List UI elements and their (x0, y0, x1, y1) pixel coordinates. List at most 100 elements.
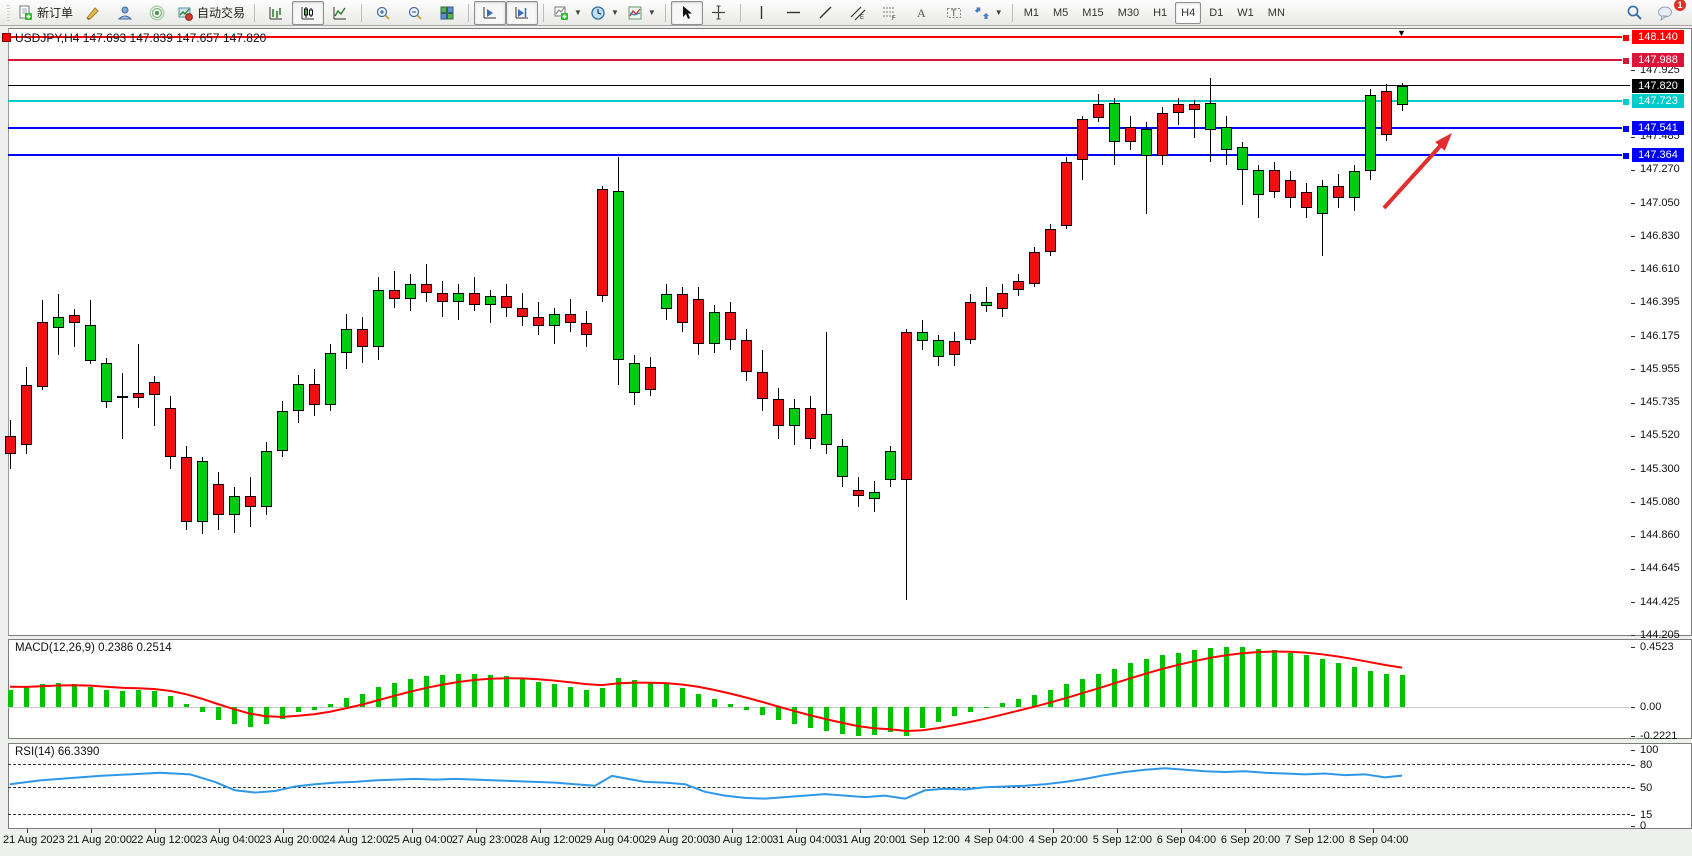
tf-button-m1[interactable]: M1 (1023, 6, 1039, 19)
toolbar-separator (543, 3, 545, 22)
x-axis-tick (91, 829, 93, 833)
main-chart-panel[interactable]: USDJPY,H4 147.693 147.839 147.657 147.82… (8, 28, 1692, 636)
line-chart-icon (333, 6, 347, 19)
arrows-tool-dropdown[interactable]: ▼ (970, 1, 1007, 25)
trendline-tool[interactable] (810, 1, 842, 25)
candlestick-icon (301, 6, 315, 19)
x-axis-label[interactable]: 23 Aug 20:00 (259, 834, 325, 846)
tf-button-m30[interactable]: M30 (1117, 6, 1140, 19)
horizontal-line-tool[interactable] (778, 1, 810, 25)
x-axis-label[interactable]: 29 Aug 04:00 (579, 834, 645, 846)
tf-button-m5[interactable]: M5 (1053, 6, 1069, 19)
line-chart-mode-button[interactable] (324, 1, 356, 25)
chart-shift-button[interactable] (474, 0, 507, 25)
chart-window: USDJPY,H4 147.693 147.839 147.657 147.82… (0, 26, 1692, 856)
x-axis-label[interactable]: 21 Aug 2023 (3, 834, 65, 846)
toolbar-separator (739, 3, 741, 22)
profile-icon (117, 6, 133, 19)
period-dropdown[interactable]: ▼ (586, 1, 623, 25)
x-axis-label[interactable]: 25 Aug 04:00 (387, 834, 453, 846)
autotrade-label: 自动交易 (197, 6, 246, 20)
indicators-dropdown[interactable]: ▼ (623, 1, 660, 25)
svg-text:A: A (917, 6, 926, 20)
tile-windows-button[interactable] (431, 1, 463, 25)
new-order-label: 新订单 (37, 6, 74, 20)
tf-button-d1[interactable]: D1 (1209, 6, 1224, 19)
x-axis-tick (475, 829, 477, 833)
x-axis-tick (411, 829, 413, 833)
autotrade-icon (178, 7, 193, 21)
x-axis-label[interactable]: 4 Sep 20:00 (1028, 834, 1088, 846)
tf-button-w1[interactable]: W1 (1237, 6, 1254, 19)
autotrade-button[interactable]: 自动交易 (173, 1, 249, 25)
x-axis-label[interactable]: 5 Sep 12:00 (1092, 834, 1153, 846)
horizontal-line-icon (787, 11, 801, 14)
notifications-button[interactable]: 1 (1650, 0, 1687, 25)
new-chart-dropdown[interactable]: ▼ (549, 1, 586, 25)
search-icon (1627, 5, 1642, 20)
notification-badge: 1 (1673, 0, 1687, 12)
dropdown-caret: ▼ (574, 8, 582, 17)
clock-icon (591, 5, 605, 20)
dropdown-caret: ▼ (610, 8, 619, 17)
x-axis-tick (1373, 829, 1375, 833)
vertical-line-tool[interactable] (746, 1, 778, 25)
tf-button-h4[interactable]: H4 (1175, 1, 1202, 24)
x-axis-label[interactable]: 4 Sep 04:00 (964, 834, 1024, 846)
crayon-icon (86, 6, 99, 20)
new-order-button[interactable]: 新订单 (13, 1, 77, 25)
vertical-line-icon (761, 6, 763, 19)
auto-scroll-button[interactable] (506, 0, 539, 25)
channel-tool[interactable]: E (842, 1, 874, 25)
x-axis-label[interactable]: 24 Aug 12:00 (323, 834, 389, 846)
tf-button-m15[interactable]: M15 (1082, 6, 1104, 19)
market-watch-button[interactable] (109, 1, 141, 25)
bar-chart-icon (269, 6, 283, 19)
toolbar-separator (1011, 3, 1013, 22)
chat-bubble-icon (1658, 6, 1672, 21)
x-axis-label[interactable]: 8 Sep 04:00 (1349, 834, 1409, 846)
x-axis-tick (27, 829, 28, 833)
x-axis-label[interactable]: 21 Aug 20:00 (67, 834, 132, 846)
x-axis-tick (668, 829, 669, 833)
text-tool[interactable]: A (906, 1, 938, 25)
x-axis-label[interactable]: 31 Aug 20:00 (836, 834, 902, 846)
marker-tool-button[interactable] (77, 1, 109, 25)
x-axis-label[interactable]: 1 Sep 12:00 (900, 834, 960, 846)
main-toolbar: 新订单 自动交易 (0, 0, 1692, 26)
text-label-icon: T (946, 7, 961, 18)
x-axis-label[interactable]: 28 Aug 12:00 (515, 834, 581, 846)
svg-text:T: T (951, 8, 957, 18)
x-axis-label[interactable]: 22 Aug 12:00 (131, 834, 197, 846)
x-axis-label[interactable]: 29 Aug 20:00 (644, 834, 709, 846)
tf-button-mn[interactable]: MN (1267, 6, 1285, 19)
search-button[interactable] (1618, 1, 1650, 25)
x-axis-label[interactable]: 23 Aug 04:00 (195, 834, 261, 846)
x-axis-label[interactable]: 6 Sep 04:00 (1156, 834, 1217, 846)
candlestick-mode-button[interactable] (292, 0, 325, 25)
crosshair-tool-button[interactable] (703, 1, 735, 25)
text-label-tool[interactable]: T (938, 1, 970, 25)
tf-button-h1[interactable]: H1 (1153, 6, 1168, 19)
bar-chart-mode-button[interactable] (260, 1, 292, 25)
zoom-out-icon (408, 6, 422, 20)
arrows-shapes-icon (974, 7, 989, 19)
dropdown-caret: ▼ (994, 8, 1003, 17)
x-axis-label[interactable]: 7 Sep 12:00 (1285, 834, 1345, 846)
x-axis-label[interactable]: 30 Aug 12:00 (708, 834, 773, 846)
trendline-icon (819, 6, 832, 19)
signal-button[interactable] (141, 1, 173, 25)
x-axis-label[interactable]: 6 Sep 20:00 (1220, 834, 1281, 846)
x-axis-tick (219, 829, 221, 833)
channel-icon: E (850, 6, 866, 21)
zoom-out-button[interactable] (399, 1, 431, 25)
rsi-panel[interactable]: RSI(14) 66.3390 (8, 743, 1692, 829)
zoom-in-button[interactable] (367, 1, 399, 25)
x-axis-label[interactable]: 27 Aug 23:00 (451, 834, 517, 846)
toolbar-separator (468, 3, 470, 22)
x-axis-tick (1052, 829, 1054, 833)
cursor-tool-button[interactable] (670, 0, 703, 25)
fibonacci-tool[interactable]: F (874, 1, 906, 25)
macd-panel[interactable]: MACD(12,26,9) 0.2386 0.2514 (8, 639, 1692, 739)
x-axis-label[interactable]: 31 Aug 04:00 (772, 834, 838, 846)
